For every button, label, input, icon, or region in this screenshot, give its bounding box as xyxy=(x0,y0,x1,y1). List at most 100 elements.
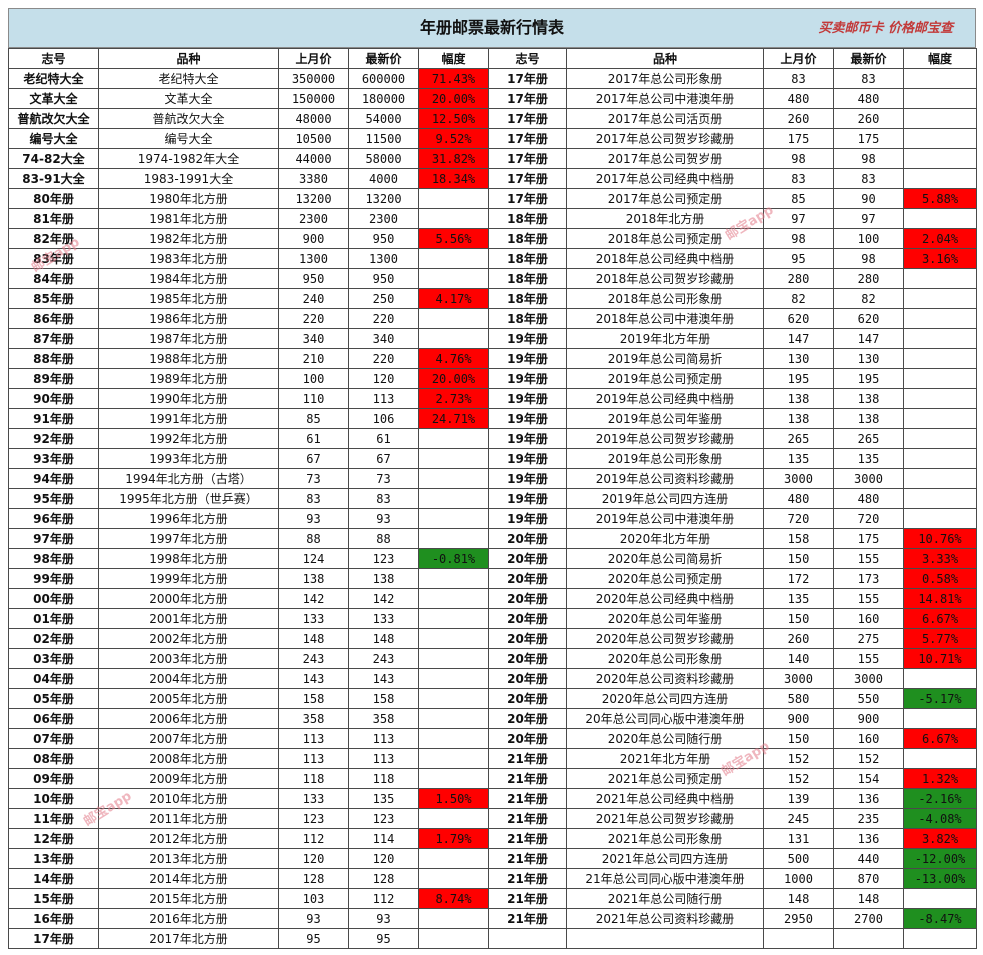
right-change-cell: 6.67% xyxy=(903,608,977,629)
right-latest-price-cell: 620 xyxy=(833,308,904,329)
left-latest-price-cell: 61 xyxy=(348,428,419,449)
right-code-cell: 19年册 xyxy=(488,508,567,529)
right-change-cell xyxy=(903,428,977,449)
table-row: 98年册 1998年北方册 124 123 -0.81% 20年册 2020年总公司简易折 1… xyxy=(8,548,977,569)
right-code-cell: 18年册 xyxy=(488,308,567,329)
table-row: 01年册 2001年北方册 133 133 20年册 2020年总公司年鉴册 150 160 6… xyxy=(8,608,977,629)
right-last-price-cell: 152 xyxy=(763,748,834,769)
right-code-cell: 17年册 xyxy=(488,168,567,189)
left-change-cell xyxy=(418,928,489,949)
right-code-cell: 17年册 xyxy=(488,108,567,129)
right-change-cell xyxy=(903,208,977,229)
left-latest-price-cell: 95 xyxy=(348,928,419,949)
left-name-cell: 2017年北方册 xyxy=(98,928,279,949)
left-name-cell: 1980年北方册 xyxy=(98,188,279,209)
right-last-price-cell: 140 xyxy=(763,648,834,669)
right-latest-price-cell: 100 xyxy=(833,228,904,249)
right-last-price-cell xyxy=(763,928,834,949)
left-last-price-cell: 48000 xyxy=(278,108,349,129)
right-change-cell xyxy=(903,508,977,529)
right-name-cell: 2020年总公司四方连册 xyxy=(566,688,764,709)
right-latest-price-cell: 83 xyxy=(833,168,904,189)
left-change-cell xyxy=(418,688,489,709)
right-last-price-cell: 172 xyxy=(763,568,834,589)
right-change-cell: 2.04% xyxy=(903,228,977,249)
right-code-cell: 20年册 xyxy=(488,708,567,729)
right-name-cell: 2019年总公司简易折 xyxy=(566,348,764,369)
left-code-cell: 普航改欠大全 xyxy=(8,108,99,129)
table-row: 05年册 2005年北方册 158 158 20年册 2020年总公司四方连册 580 550… xyxy=(8,688,977,709)
left-code-cell: 89年册 xyxy=(8,368,99,389)
left-latest-price-cell: 113 xyxy=(348,728,419,749)
left-last-price-cell: 73 xyxy=(278,468,349,489)
left-name-cell: 1974-1982年大全 xyxy=(98,148,279,169)
left-latest-price-cell: 113 xyxy=(348,388,419,409)
left-last-price-cell: 123 xyxy=(278,808,349,829)
left-change-cell xyxy=(418,428,489,449)
table-row: 13年册 2013年北方册 120 120 21年册 2021年总公司四方连册 500 440… xyxy=(8,848,977,869)
right-code-cell: 19年册 xyxy=(488,368,567,389)
left-last-price-cell: 220 xyxy=(278,308,349,329)
right-change-cell xyxy=(903,488,977,509)
left-code-cell: 98年册 xyxy=(8,548,99,569)
right-last-price-cell: 83 xyxy=(763,168,834,189)
right-latest-price-cell: 148 xyxy=(833,888,904,909)
left-name-cell: 1991年北方册 xyxy=(98,408,279,429)
left-last-price-cell: 243 xyxy=(278,648,349,669)
right-code-cell: 17年册 xyxy=(488,148,567,169)
left-last-price-cell: 113 xyxy=(278,728,349,749)
left-last-price-cell: 83 xyxy=(278,488,349,509)
right-code-cell: 17年册 xyxy=(488,128,567,149)
right-code-cell: 20年册 xyxy=(488,588,567,609)
left-name-cell: 1987年北方册 xyxy=(98,328,279,349)
header-change-left: 幅度 xyxy=(418,48,489,69)
right-last-price-cell: 480 xyxy=(763,88,834,109)
right-last-price-cell: 3000 xyxy=(763,668,834,689)
right-name-cell: 2018年总公司形象册 xyxy=(566,288,764,309)
table-row: 82年册 1982年北方册 900 950 5.56% 18年册 2018年总公司预定册 98… xyxy=(8,228,977,249)
left-name-cell: 1999年北方册 xyxy=(98,568,279,589)
right-last-price-cell: 175 xyxy=(763,128,834,149)
left-code-cell: 编号大全 xyxy=(8,128,99,149)
left-latest-price-cell: 600000 xyxy=(348,68,419,89)
table-row: 08年册 2008年北方册 113 113 21年册 2021年北方年册 152 152 xyxy=(8,748,977,769)
left-latest-price-cell: 128 xyxy=(348,868,419,889)
right-name-cell: 2019年总公司形象册 xyxy=(566,448,764,469)
right-change-cell: -2.16% xyxy=(903,788,977,809)
left-change-cell xyxy=(418,708,489,729)
right-latest-price-cell: 98 xyxy=(833,248,904,269)
right-code-cell: 21年册 xyxy=(488,788,567,809)
right-name-cell: 2020年北方年册 xyxy=(566,528,764,549)
right-code-cell: 20年册 xyxy=(488,548,567,569)
table-row: 12年册 2012年北方册 112 114 1.79% 21年册 2021年总公司形象册 13… xyxy=(8,828,977,849)
left-change-cell xyxy=(418,628,489,649)
left-latest-price-cell: 13200 xyxy=(348,188,419,209)
left-last-price-cell: 120 xyxy=(278,848,349,869)
right-name-cell: 2019年总公司预定册 xyxy=(566,368,764,389)
right-name-cell: 2021年总公司资料珍藏册 xyxy=(566,908,764,929)
left-change-cell: 71.43% xyxy=(418,68,489,89)
left-code-cell: 80年册 xyxy=(8,188,99,209)
right-name-cell: 2020年总公司经典中档册 xyxy=(566,588,764,609)
right-code-cell: 21年册 xyxy=(488,828,567,849)
right-change-cell: -5.17% xyxy=(903,688,977,709)
header-name-right: 品种 xyxy=(566,48,764,69)
right-code-cell: 17年册 xyxy=(488,188,567,209)
right-name-cell xyxy=(566,928,764,949)
right-change-cell: 3.82% xyxy=(903,828,977,849)
left-last-price-cell: 93 xyxy=(278,508,349,529)
right-latest-price-cell: 440 xyxy=(833,848,904,869)
right-latest-price-cell: 83 xyxy=(833,68,904,89)
right-code-cell: 20年册 xyxy=(488,568,567,589)
left-name-cell: 编号大全 xyxy=(98,128,279,149)
left-name-cell: 1981年北方册 xyxy=(98,208,279,229)
right-name-cell: 2021年总公司经典中档册 xyxy=(566,788,764,809)
right-latest-price-cell: 175 xyxy=(833,528,904,549)
table-row: 10年册 2010年北方册 133 135 1.50% 21年册 2021年总公司经典中档册… xyxy=(8,788,977,809)
right-latest-price-cell: 160 xyxy=(833,728,904,749)
left-code-cell: 81年册 xyxy=(8,208,99,229)
left-code-cell: 00年册 xyxy=(8,588,99,609)
right-latest-price-cell: 97 xyxy=(833,208,904,229)
right-latest-price-cell: 3000 xyxy=(833,668,904,689)
left-name-cell: 1994年北方册（古塔） xyxy=(98,468,279,489)
